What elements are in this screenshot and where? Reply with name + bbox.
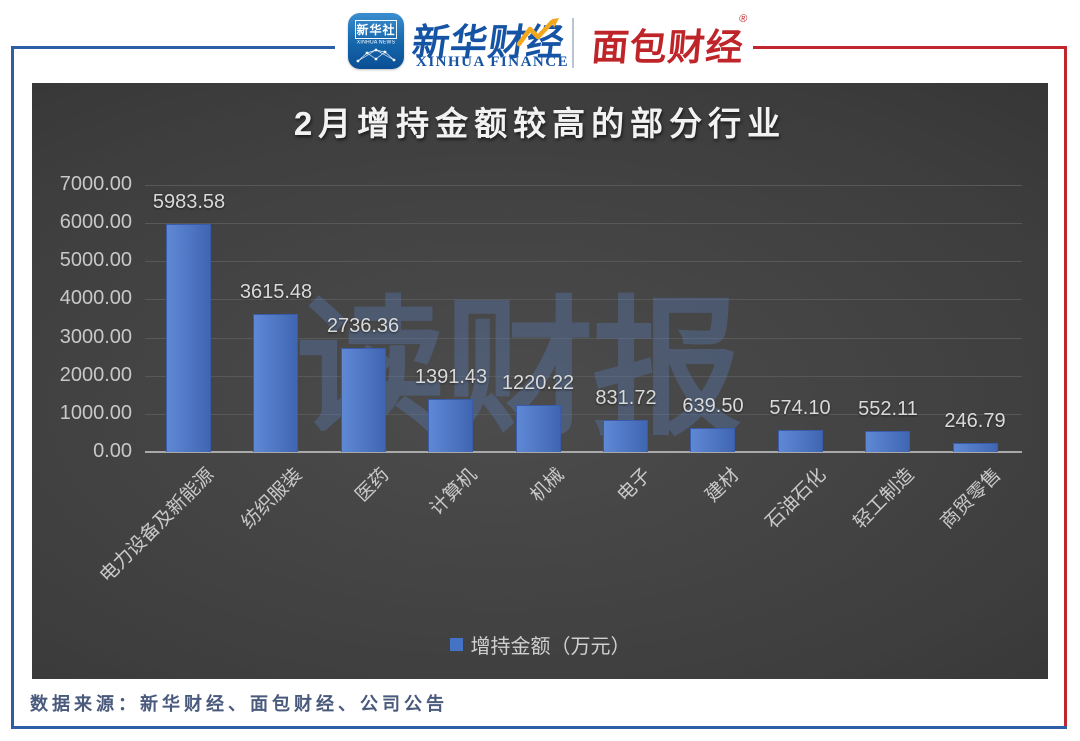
gridline — [145, 261, 1022, 263]
bar — [253, 314, 298, 452]
top-border-left-segment — [11, 46, 335, 49]
bar — [778, 430, 823, 452]
gridline — [145, 185, 1022, 186]
bar — [166, 224, 211, 452]
legend-marker-icon — [449, 638, 463, 651]
y-axis-tick-label: 0.00 — [93, 440, 132, 462]
gridline — [145, 223, 1022, 225]
y-axis-tick-label: 1000.00 — [59, 401, 132, 424]
bar — [341, 348, 386, 452]
bar — [953, 443, 998, 452]
gridline — [145, 413, 1022, 415]
chart-title: 2月增持金额较高的部分行业 — [293, 105, 787, 142]
gridline — [145, 337, 1022, 339]
logo-separator — [572, 18, 574, 68]
legend: 增持金额（万元） — [32, 630, 1048, 659]
mianbao-finance-logo: 面包财经 ® — [589, 13, 749, 71]
y-axis-tick-label: 4000.00 — [59, 287, 132, 310]
xinhua-news-app-sublabel: XINHUA NEWS — [356, 40, 396, 46]
bar — [516, 405, 561, 452]
bar — [865, 431, 910, 452]
registered-trademark-icon: ® — [738, 13, 749, 25]
bar-value-label: 1220.22 — [501, 372, 575, 394]
bar-value-label: 2736.36 — [326, 315, 400, 337]
xinhua-finance-logo-en: XINHUA FINANCE — [416, 54, 570, 70]
gridline — [145, 375, 1022, 377]
y-axis-tick-label: 2000.00 — [59, 363, 132, 386]
bar-value-label: 552.11 — [858, 398, 918, 420]
page-border-bottom — [11, 726, 1067, 729]
page-border-right — [1064, 46, 1067, 729]
xinhua-news-app-label: 新华社 — [355, 20, 397, 39]
bar-value-label: 5983.58 — [152, 191, 226, 213]
data-source-note: 数据来源：新华财经、面包财经、公司公告 — [30, 694, 448, 714]
bar-value-label: 639.50 — [682, 395, 744, 417]
y-axis-tick-label: 5000.00 — [59, 249, 132, 272]
y-axis-tick-label: 3000.00 — [59, 325, 132, 348]
bar-value-label: 246.79 — [944, 410, 1006, 432]
stock-zigzag-icon — [516, 18, 559, 47]
bar — [603, 420, 648, 452]
top-border-right-segment — [753, 46, 1067, 49]
x-axis-line — [145, 451, 1022, 453]
xinhua-news-app-icon: 新华社 XINHUA NEWS — [348, 13, 404, 69]
bar-value-label: 3615.48 — [239, 281, 313, 303]
bar-value-label: 831.72 — [595, 387, 657, 409]
y-axis-tick-label: 7000.00 — [59, 173, 132, 195]
bar — [690, 428, 735, 452]
legend-label: 增持金额（万元） — [470, 636, 631, 658]
y-axis-tick-label: 6000.00 — [59, 211, 132, 234]
bar-value-label: 574.10 — [769, 397, 831, 419]
bar — [428, 399, 473, 452]
network-globe-icon — [356, 48, 396, 63]
mianbao-finance-wordmark: 面包财经 — [589, 27, 746, 68]
gridline — [145, 299, 1022, 301]
page-border-left — [11, 46, 14, 729]
bar-value-label: 1391.43 — [414, 366, 488, 388]
